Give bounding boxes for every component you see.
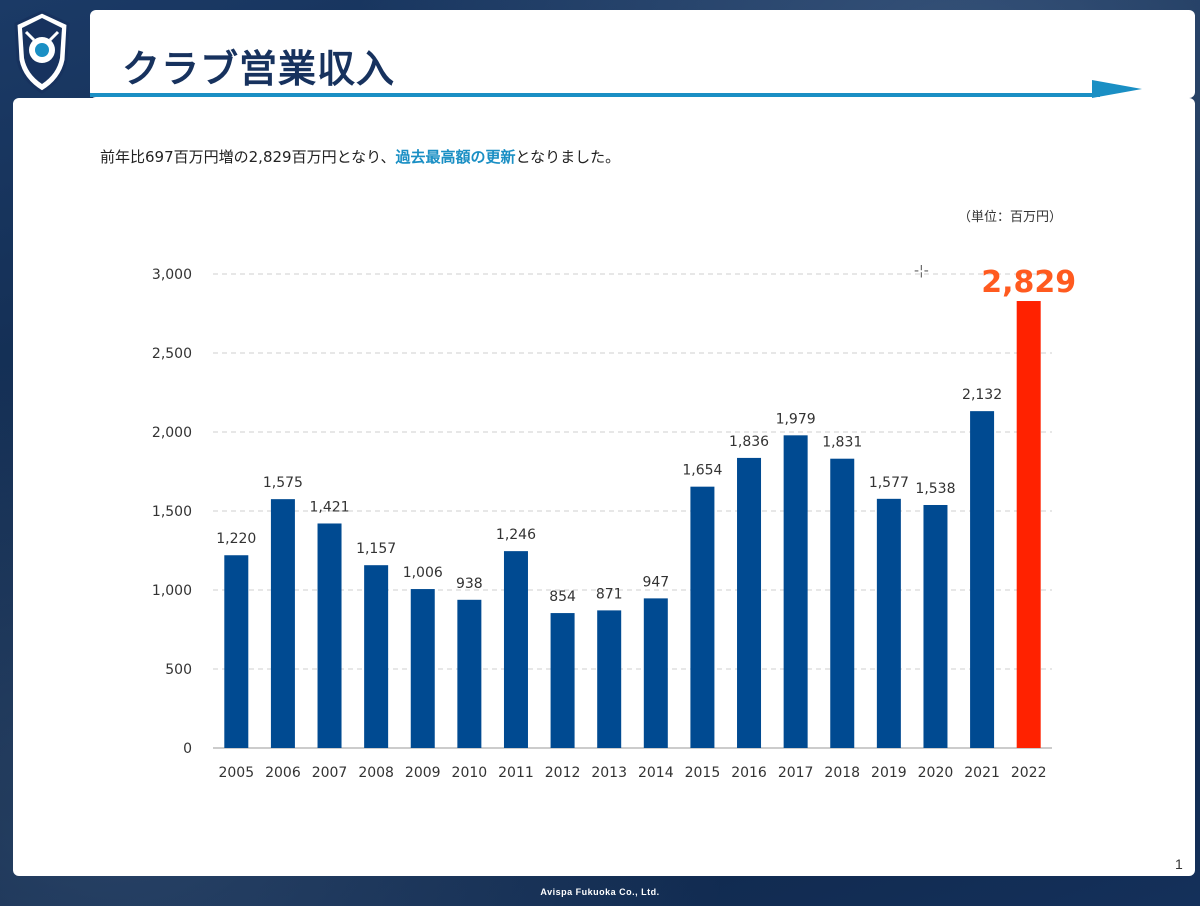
bar xyxy=(970,411,995,748)
x-tick-label: 2007 xyxy=(312,765,348,781)
bar xyxy=(457,599,482,748)
data-label: 1,836 xyxy=(729,434,769,450)
x-tick-label: 2013 xyxy=(591,765,627,781)
data-label: 1,246 xyxy=(496,527,536,543)
bar xyxy=(550,613,575,748)
y-tick-label: 1,500 xyxy=(152,504,192,520)
x-tick-label: 2015 xyxy=(685,765,721,781)
data-label: 2,132 xyxy=(962,387,1002,403)
x-tick-label: 2011 xyxy=(498,765,534,781)
x-tick-label: 2012 xyxy=(545,765,581,781)
x-tick-label: 2020 xyxy=(918,765,954,781)
bar xyxy=(503,551,528,748)
x-tick-label: 2008 xyxy=(358,765,394,781)
footer-company: Avispa Fukuoka Co., Ltd. xyxy=(540,887,660,897)
x-tick-label: 2005 xyxy=(218,765,254,781)
bar xyxy=(830,458,855,748)
x-tick-label: 2009 xyxy=(405,765,441,781)
data-label: 947 xyxy=(642,574,669,590)
bar xyxy=(364,565,389,748)
data-label: 1,006 xyxy=(403,565,443,581)
bar xyxy=(317,523,342,748)
x-tick-label: 2016 xyxy=(731,765,767,781)
data-label: 1,421 xyxy=(309,499,349,515)
data-label: 1,654 xyxy=(682,463,722,479)
crosshair-cursor-icon: -¦- xyxy=(914,263,929,279)
summary-post: となりました。 xyxy=(515,148,621,166)
y-tick-label: 0 xyxy=(183,741,192,757)
x-tick-label: 2019 xyxy=(871,765,907,781)
y-tick-label: 3,000 xyxy=(152,267,192,283)
bar xyxy=(876,498,901,748)
club-emblem-icon xyxy=(14,10,70,94)
summary-text: 前年比697百万円増の2,829百万円となり、過去最高額の更新となりました。 xyxy=(100,146,620,167)
bar xyxy=(410,589,435,748)
data-label: 1,157 xyxy=(356,541,396,557)
page-number: 1 xyxy=(1175,856,1183,872)
bar xyxy=(690,486,715,748)
bar xyxy=(737,457,762,748)
bar xyxy=(1016,301,1041,748)
x-tick-label: 2014 xyxy=(638,765,674,781)
bar xyxy=(597,610,622,748)
x-tick-label: 2006 xyxy=(265,765,301,781)
y-tick-label: 500 xyxy=(165,662,192,678)
x-tick-label: 2021 xyxy=(964,765,1000,781)
data-label: 1,831 xyxy=(822,435,862,451)
data-label: 854 xyxy=(549,589,576,605)
y-tick-label: 2,000 xyxy=(152,425,192,441)
x-tick-label: 2010 xyxy=(452,765,488,781)
title-underline xyxy=(90,93,1100,97)
bar xyxy=(783,435,808,748)
data-label: 938 xyxy=(456,576,483,592)
data-label: 1,577 xyxy=(869,475,909,491)
bar xyxy=(270,499,295,748)
data-label: 871 xyxy=(596,586,623,602)
header-panel xyxy=(90,10,1195,98)
summary-highlight: 過去最高額の更新 xyxy=(395,148,516,166)
bar xyxy=(224,555,249,748)
data-label: 1,575 xyxy=(263,475,303,491)
y-tick-label: 2,500 xyxy=(152,346,192,362)
x-tick-label: 2022 xyxy=(1011,765,1047,781)
y-tick-label: 1,000 xyxy=(152,583,192,599)
data-label: 1,979 xyxy=(776,411,816,427)
data-label-highlight: 2,829 xyxy=(981,265,1076,300)
title-arrow-icon xyxy=(1092,80,1142,98)
bar xyxy=(643,598,668,748)
x-tick-label: 2018 xyxy=(824,765,860,781)
bar xyxy=(923,504,948,748)
page-title: クラブ営業収入 xyxy=(122,47,396,91)
unit-label: （単位：百万円） xyxy=(958,210,1063,225)
summary-pre: 前年比697百万円増の2,829百万円となり、 xyxy=(100,148,396,166)
x-tick-label: 2017 xyxy=(778,765,814,781)
data-label: 1,538 xyxy=(915,481,955,497)
data-label: 1,220 xyxy=(216,531,256,547)
